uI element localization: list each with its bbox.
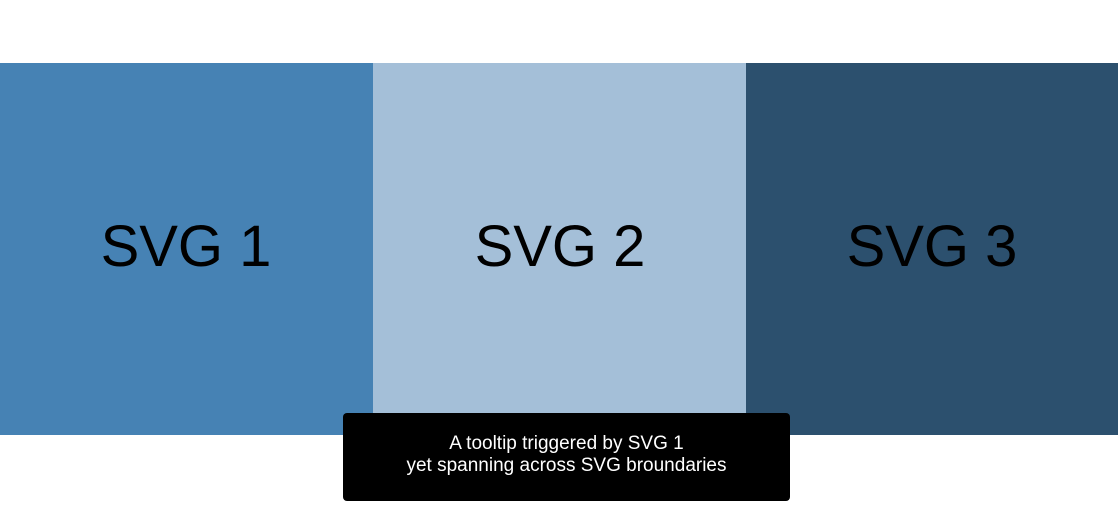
- svg-panel-3-background: [746, 63, 1118, 435]
- tooltip: A tooltip triggered by SVG 1 yet spannin…: [343, 413, 790, 501]
- svg-row: SVG 1 SVG 2 SVG 3: [0, 63, 1118, 435]
- svg-panel-1-label: SVG 1: [101, 214, 272, 279]
- svg-panel-2-label: SVG 2: [475, 214, 646, 279]
- svg-panel-1-background: [0, 63, 373, 435]
- svg-panel-3-label: SVG 3: [847, 214, 1018, 279]
- tooltip-line-1: A tooltip triggered by SVG 1: [449, 433, 684, 454]
- tooltip-line-2: yet spanning across SVG broundaries: [406, 455, 727, 476]
- svg-panel-2-background: [373, 63, 746, 435]
